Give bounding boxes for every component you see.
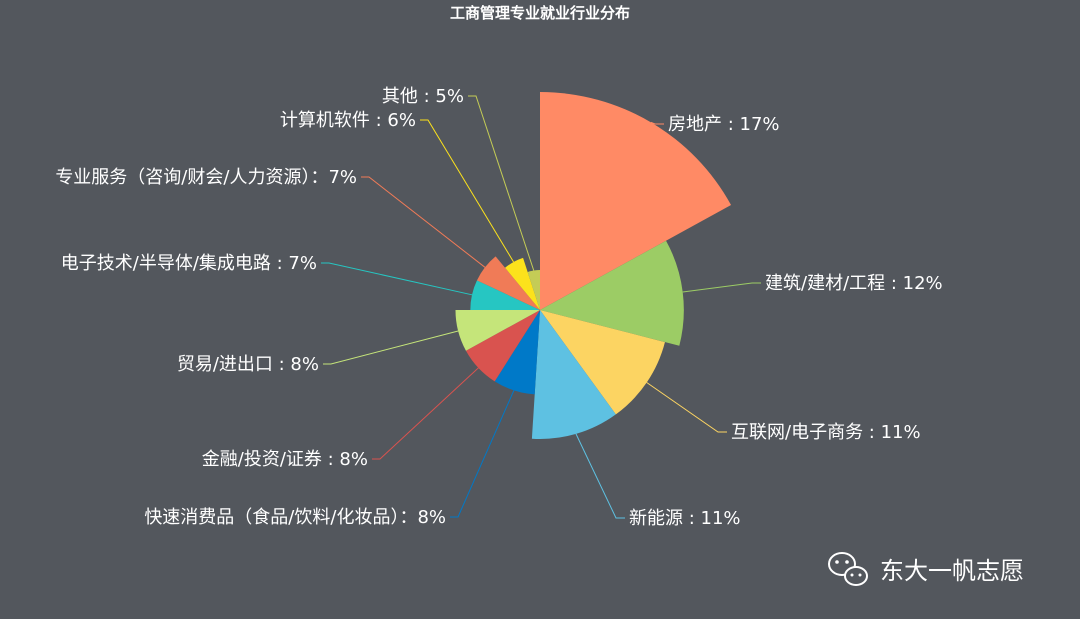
slice-4[interactable] xyxy=(531,310,616,439)
leader-lines-group xyxy=(321,95,761,519)
leader-line-3 xyxy=(646,382,727,433)
slice-label-3: 互联网/电子商务 : 11% xyxy=(731,422,921,443)
slice-5[interactable] xyxy=(494,310,540,395)
watermark-text: 东大一帆志愿 xyxy=(880,557,1024,585)
chart-title: 工商管理专业就业行业分布 xyxy=(450,4,630,22)
slice-label-2: 建筑/建材/工程 : 12% xyxy=(765,273,943,294)
slice-label-4: 新能源 : 11% xyxy=(629,508,741,529)
leader-line-8 xyxy=(321,262,473,296)
slices-group xyxy=(455,92,732,439)
leader-line-7 xyxy=(323,330,459,365)
leader-line-2 xyxy=(682,282,761,293)
slice-label-6: 金融/投资/证券 : 8% xyxy=(202,449,368,470)
slice-label-8: 电子技术/半导体/集成电路 : 7% xyxy=(61,253,317,274)
slice-label-11: 其他 : 5% xyxy=(382,86,464,107)
slice-label-7: 贸易/进出口 : 8% xyxy=(177,354,319,375)
slice-2[interactable] xyxy=(540,240,684,346)
slice-7[interactable] xyxy=(455,310,541,351)
leader-line-1 xyxy=(650,121,664,125)
slice-labels-group: 房地产 : 17% 建筑/建材/工程 : 12% 互联网/电子商务 : 11% 新能源… xyxy=(55,86,942,529)
slice-label-5: 快速消费品（食品/饮料/化妆品）：8% xyxy=(144,507,446,528)
slice-9[interactable] xyxy=(476,256,540,310)
slice-10[interactable] xyxy=(505,257,540,310)
slice-1[interactable] xyxy=(540,92,732,310)
leader-line-10 xyxy=(420,119,515,263)
leader-line-4 xyxy=(575,433,625,519)
leader-line-6 xyxy=(372,367,479,460)
slice-label-9: 专业服务（咨询/财会/人力资源）：7% xyxy=(55,167,357,188)
slice-label-10: 计算机软件 : 6% xyxy=(280,110,416,131)
slice-3[interactable] xyxy=(540,310,665,415)
slice-8[interactable] xyxy=(470,280,540,310)
slice-11[interactable] xyxy=(527,270,540,310)
leader-line-9 xyxy=(361,176,486,268)
leader-line-11 xyxy=(468,95,535,271)
slice-6[interactable] xyxy=(465,310,540,382)
watermark: 东大一帆志愿 xyxy=(828,552,1024,586)
leader-line-5 xyxy=(450,390,515,518)
wechat-icon xyxy=(828,552,868,586)
slice-label-1: 房地产 : 17% xyxy=(668,114,780,135)
